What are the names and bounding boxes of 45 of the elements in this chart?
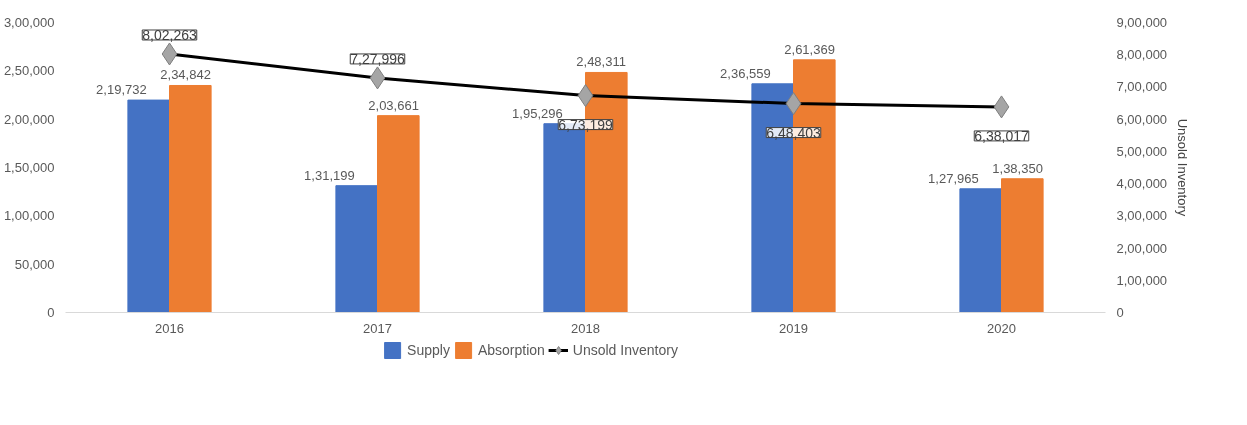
y2-tick-label: 3,00,000 (1116, 208, 1168, 224)
y-tick-label: 50,000 (14, 256, 55, 272)
y2-tick-label: 6,00,000 (1116, 111, 1168, 127)
bar (335, 185, 378, 313)
x-tick-label: 2017 (363, 320, 392, 336)
y2-tick-label: 4,00,000 (1116, 176, 1168, 192)
data-label: 2,36,559 (720, 65, 771, 81)
data-label: 1,27,965 (928, 170, 979, 186)
y2-tick-label: 9,00,000 (1116, 15, 1168, 30)
data-label: 1,38,350 (992, 160, 1043, 176)
data-label: 6,38,017 (974, 127, 1029, 144)
y-tick-label: 1,00,000 (3, 208, 55, 224)
legend-label: Absorption (477, 342, 545, 358)
data-label: 2,03,661 (368, 97, 419, 113)
bar (127, 99, 170, 313)
y2-tick-label: 7,00,000 (1116, 79, 1168, 95)
data-label: 8,02,263 (142, 26, 197, 43)
y2-tick-label: 2,00,000 (1116, 240, 1168, 256)
y-tick-label: 2,50,000 (3, 63, 55, 79)
bar (169, 84, 212, 313)
legend-label: Supply (407, 342, 450, 358)
bar (377, 115, 420, 313)
bar (959, 188, 1002, 313)
data-label: 2,34,842 (160, 67, 211, 83)
legend-label: Unsold Inventory (572, 342, 678, 358)
y-tick-label: 3,00,000 (3, 15, 55, 30)
x-tick-label: 2016 (155, 320, 184, 336)
y-tick-label: 0 (47, 305, 55, 320)
data-label: 1,31,199 (304, 167, 355, 183)
data-label: 2,61,369 (784, 41, 835, 57)
y-tick-label: 1,50,000 (3, 160, 55, 175)
y2-axis-title: Unsold Inventory (1175, 118, 1191, 217)
y2-tick-label: 0 (1116, 305, 1124, 320)
y2-tick-label: 5,00,000 (1116, 143, 1168, 159)
bar (1001, 178, 1044, 313)
data-label: 6,48,403 (766, 124, 821, 141)
x-tick-label: 2018 (571, 320, 600, 336)
y2-tick-label: 8,00,000 (1116, 47, 1168, 63)
x-tick-label: 2019 (779, 320, 808, 336)
data-label: 2,19,732 (96, 82, 147, 98)
x-tick-label: 2020 (987, 320, 1016, 336)
data-label: 7,27,996 (350, 50, 405, 67)
data-label: 2,48,311 (576, 54, 626, 70)
y2-tick-label: 1,00,000 (1116, 272, 1168, 288)
y-tick-label: 2,00,000 (3, 111, 55, 127)
